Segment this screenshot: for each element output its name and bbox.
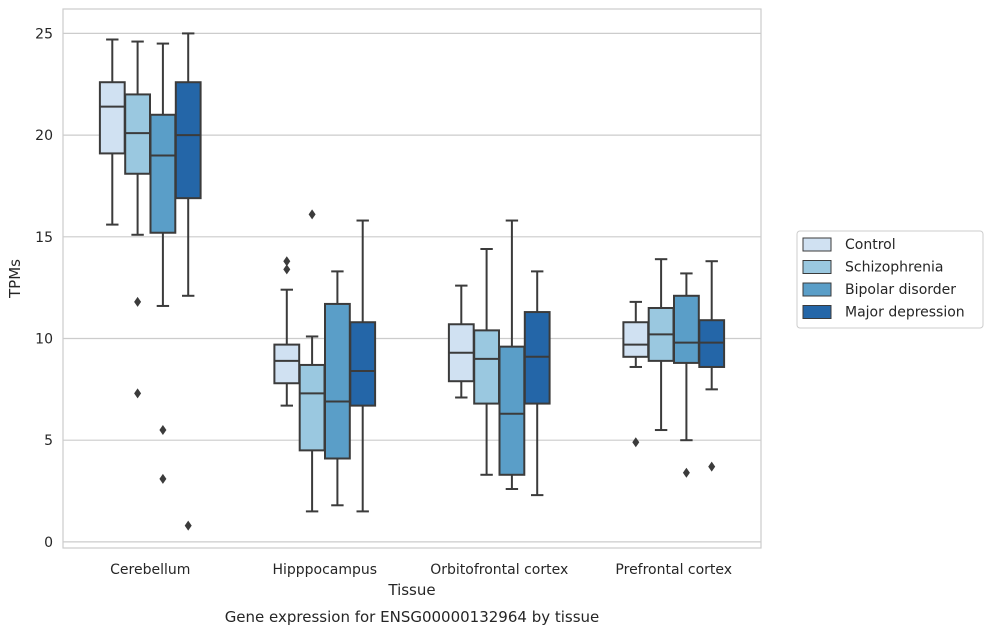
legend-swatch [802, 260, 832, 274]
outlier-point [682, 467, 690, 478]
box [98, 38, 126, 226]
outlier-point [308, 209, 316, 220]
box [174, 32, 202, 531]
y-tick-label: 5 [44, 433, 53, 449]
outlier-point [283, 264, 291, 275]
y-tick-label: 20 [35, 128, 53, 144]
series-bipolar-disorder [149, 42, 700, 507]
y-tick-label: 25 [35, 26, 53, 42]
box [647, 258, 675, 432]
box-body [273, 343, 301, 385]
box-body [124, 93, 151, 175]
outlier-point [708, 461, 716, 472]
outlier-point [283, 256, 291, 267]
box-body [523, 311, 551, 405]
series-schizophrenia [124, 40, 675, 513]
legend-swatch [802, 237, 832, 252]
x-axis-ticks: Cerebellum Hipppocampus Orbitofrontal cort… [110, 562, 732, 578]
box-body [298, 363, 326, 452]
box-series [98, 32, 726, 531]
box [349, 219, 377, 513]
legend-item: Major depression [802, 305, 965, 321]
y-axis-label: TPMs [6, 259, 24, 299]
box [473, 248, 500, 476]
box [447, 284, 475, 399]
y-tick-label: 10 [35, 332, 53, 348]
y-tick-label: 0 [44, 535, 53, 551]
box [523, 270, 551, 497]
box [673, 272, 700, 478]
box [124, 40, 151, 399]
outlier-point [184, 520, 192, 531]
legend-label: Bipolar disorder [845, 282, 956, 298]
box-body [473, 329, 500, 405]
legend-label: Control [845, 237, 896, 253]
legend: Control Schizophrenia Bipolar disorder Majo… [796, 230, 984, 329]
box [298, 209, 326, 513]
outlier-point [159, 425, 167, 436]
legend-frame [796, 230, 984, 329]
outlier-point [159, 473, 167, 484]
box [273, 256, 301, 407]
x-tick-label: Cerebellum [110, 562, 190, 578]
legend-label: Major depression [845, 305, 965, 321]
chart-caption: Gene expression for ENSG00000132964 by t… [225, 608, 600, 626]
grid-lines [63, 32, 761, 543]
outlier-point [632, 437, 640, 448]
y-axis-ticks: 0 5 10 15 20 25 [35, 26, 53, 550]
box [698, 260, 726, 472]
box [498, 219, 526, 491]
legend-label: Schizophrenia [845, 260, 943, 276]
outlier-point [134, 296, 142, 307]
box [324, 270, 351, 507]
x-tick-label: Orbitofrontal cortex [430, 562, 568, 578]
box-body [149, 113, 177, 234]
y-tick-label: 15 [35, 230, 53, 246]
plot-area [62, 8, 762, 549]
x-axis-label: Tissue [387, 581, 435, 599]
box [622, 300, 650, 448]
box-body [698, 319, 726, 368]
outlier-point [134, 388, 142, 399]
box-body [174, 81, 202, 200]
box-body [498, 345, 526, 476]
legend-item: Bipolar disorder [802, 282, 956, 298]
box-body [622, 321, 650, 358]
x-tick-label: Prefrontal cortex [615, 562, 732, 578]
series-major-depression [174, 32, 726, 531]
box-body [349, 321, 377, 407]
box-body [98, 81, 126, 155]
legend-swatch [802, 305, 832, 319]
legend-swatch [802, 282, 832, 297]
legend-item: Control [802, 237, 896, 253]
box-body [673, 294, 700, 364]
legend-item: Schizophrenia [802, 260, 943, 276]
box-body [324, 302, 351, 460]
box [149, 42, 177, 484]
x-tick-label: Hipppocampus [272, 562, 377, 578]
